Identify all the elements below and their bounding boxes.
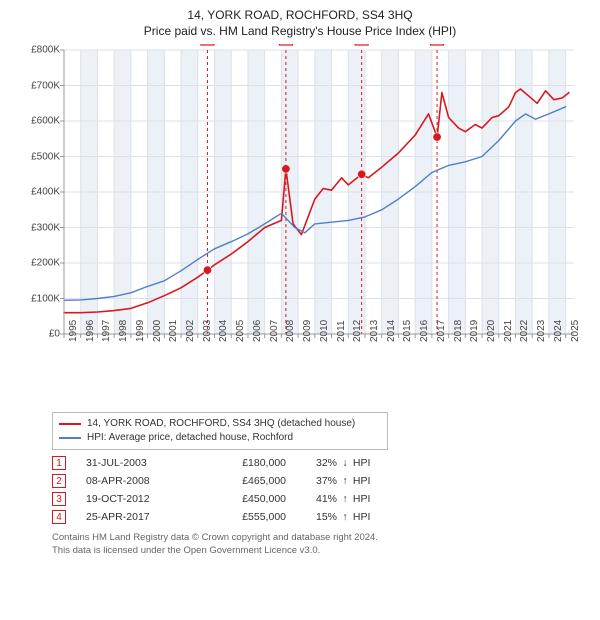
sale-marker: 1	[52, 456, 66, 470]
y-tick-label: £500K	[20, 151, 60, 162]
x-tick-label: 1998	[118, 320, 129, 342]
x-tick-label: 2021	[503, 320, 514, 342]
x-tick-label: 2022	[519, 320, 530, 342]
x-tick-label: 2012	[352, 320, 363, 342]
x-tick-label: 1995	[68, 320, 79, 342]
x-tick-label: 2009	[302, 320, 313, 342]
x-tick-label: 2015	[402, 320, 413, 342]
x-tick-label: 2003	[202, 320, 213, 342]
sale-marker: 2	[52, 474, 66, 488]
x-tick-label: 2000	[152, 320, 163, 342]
x-tick-label: 2025	[570, 320, 581, 342]
sale-date: 25-APR-2017	[86, 511, 216, 523]
y-tick-label: £700K	[20, 80, 60, 91]
x-tick-label: 2006	[252, 320, 263, 342]
x-tick-label: 2024	[553, 320, 564, 342]
y-tick-label: £0	[20, 329, 60, 340]
footer-line1: Contains HM Land Registry data © Crown c…	[52, 532, 590, 545]
legend-box: 14, YORK ROAD, ROCHFORD, SS4 3HQ (detach…	[52, 412, 388, 450]
x-tick-label: 2013	[369, 320, 380, 342]
x-tick-label: 2002	[185, 320, 196, 342]
sales-table: 1 31-JUL-2003£180,00032% ↓ HPI 2 08-APR-200…	[52, 456, 590, 524]
sale-row: 4 25-APR-2017£555,00015% ↑ HPI	[52, 510, 590, 524]
legend-label-hpi: HPI: Average price, detached house, Roch…	[87, 431, 293, 445]
title-block: 14, YORK ROAD, ROCHFORD, SS4 3HQ Price p…	[10, 8, 590, 38]
legend-row-hpi: HPI: Average price, detached house, Roch…	[59, 431, 381, 445]
sale-price: £555,000	[216, 511, 316, 523]
x-tick-label: 1996	[85, 320, 96, 342]
sale-marker: 3	[52, 492, 66, 506]
sale-diff: 32% ↓ HPI	[316, 457, 370, 469]
y-tick-label: £100K	[20, 293, 60, 304]
x-tick-label: 2019	[469, 320, 480, 342]
y-tick-label: £200K	[20, 258, 60, 269]
x-tick-label: 2016	[419, 320, 430, 342]
y-tick-label: £800K	[20, 45, 60, 56]
x-tick-label: 2010	[319, 320, 330, 342]
sale-date: 31-JUL-2003	[86, 457, 216, 469]
sale-diff: 37% ↑ HPI	[316, 475, 370, 487]
sale-diff: 41% ↑ HPI	[316, 493, 370, 505]
sale-date: 19-OCT-2012	[86, 493, 216, 505]
chart-title-address: 14, YORK ROAD, ROCHFORD, SS4 3HQ	[10, 8, 590, 22]
diff-arrow-icon: ↑	[340, 511, 350, 523]
y-tick-label: £300K	[20, 222, 60, 233]
x-tick-label: 2004	[218, 320, 229, 342]
diff-arrow-icon: ↓	[340, 457, 350, 469]
sale-row: 2 08-APR-2008£465,00037% ↑ HPI	[52, 474, 590, 488]
x-tick-label: 2008	[285, 320, 296, 342]
legend-swatch-price	[59, 423, 81, 425]
legend-row-price: 14, YORK ROAD, ROCHFORD, SS4 3HQ (detach…	[59, 417, 381, 431]
sale-row: 1 31-JUL-2003£180,00032% ↓ HPI	[52, 456, 590, 470]
x-tick-label: 2014	[386, 320, 397, 342]
diff-arrow-icon: ↑	[340, 475, 350, 487]
x-tick-label: 2023	[536, 320, 547, 342]
sale-price: £180,000	[216, 457, 316, 469]
x-tick-label: 2005	[235, 320, 246, 342]
x-tick-label: 1999	[135, 320, 146, 342]
sale-row: 3 19-OCT-2012£450,00041% ↑ HPI	[52, 492, 590, 506]
legend-label-price: 14, YORK ROAD, ROCHFORD, SS4 3HQ (detach…	[87, 417, 355, 431]
x-tick-label: 2011	[336, 320, 347, 342]
x-tick-label: 2001	[168, 320, 179, 342]
legend-swatch-hpi	[59, 437, 81, 439]
footer-note: Contains HM Land Registry data © Crown c…	[52, 532, 590, 558]
chart-area: 1234 £0£100K£200K£300K£400K£500K£600K£70…	[20, 44, 580, 374]
y-tick-label: £400K	[20, 187, 60, 198]
x-tick-label: 2007	[269, 320, 280, 342]
sale-price: £465,000	[216, 475, 316, 487]
x-tick-label: 1997	[101, 320, 112, 342]
x-tick-label: 2018	[453, 320, 464, 342]
sale-diff: 15% ↑ HPI	[316, 511, 370, 523]
sale-date: 08-APR-2008	[86, 475, 216, 487]
page-container: 14, YORK ROAD, ROCHFORD, SS4 3HQ Price p…	[0, 0, 600, 620]
footer-line2: This data is licensed under the Open Gov…	[52, 545, 590, 558]
chart-title-desc: Price paid vs. HM Land Registry's House …	[10, 24, 590, 38]
sale-price: £450,000	[216, 493, 316, 505]
diff-arrow-icon: ↑	[340, 493, 350, 505]
y-tick-label: £600K	[20, 116, 60, 127]
x-tick-label: 2017	[436, 320, 447, 342]
sale-marker: 4	[52, 510, 66, 524]
x-tick-label: 2020	[486, 320, 497, 342]
